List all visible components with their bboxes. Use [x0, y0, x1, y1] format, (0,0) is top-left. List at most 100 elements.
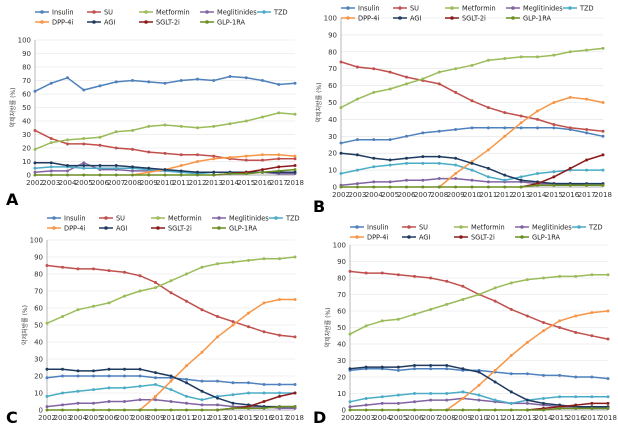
- data-point: [154, 394, 157, 398]
- x-tick-label: 2012: [502, 414, 520, 422]
- data-point: [154, 398, 157, 402]
- y-tick-label: 0: [27, 172, 31, 180]
- data-point: [601, 168, 605, 172]
- data-point: [509, 354, 513, 358]
- x-tick-label: 2014: [529, 191, 547, 199]
- data-point: [339, 141, 343, 145]
- data-point: [503, 111, 507, 115]
- data-point: [61, 367, 64, 371]
- data-point: [200, 350, 204, 354]
- data-point: [154, 371, 157, 375]
- data-point: [421, 185, 425, 189]
- series-line-metformin: [46, 256, 296, 324]
- data-point: [355, 153, 359, 157]
- y-tick-label: 30: [34, 356, 43, 364]
- data-point: [493, 368, 497, 372]
- data-point: [138, 398, 142, 402]
- data-point: [606, 377, 610, 381]
- data-point: [437, 70, 441, 74]
- data-point: [380, 365, 384, 369]
- data-point: [558, 395, 562, 399]
- data-point: [262, 330, 266, 334]
- data-point: [470, 63, 474, 67]
- data-point: [33, 173, 37, 177]
- data-point: [536, 117, 539, 121]
- legend-entry: GLP-1RA: [532, 233, 561, 241]
- data-point: [98, 173, 102, 177]
- x-tick-label: 2011: [479, 191, 497, 199]
- data-point: [552, 126, 556, 130]
- data-point: [519, 126, 523, 130]
- data-point: [262, 391, 266, 395]
- data-point: [76, 389, 80, 393]
- legend-entry: TZD: [285, 214, 300, 222]
- legend-swatch-marker: [355, 225, 359, 229]
- data-point: [244, 119, 248, 123]
- data-point: [585, 48, 589, 52]
- data-point: [216, 408, 219, 412]
- data-point: [169, 374, 173, 378]
- data-point: [169, 388, 173, 392]
- data-point: [364, 408, 368, 412]
- data-point: [454, 177, 458, 181]
- data-point: [66, 173, 69, 177]
- data-point: [169, 279, 173, 283]
- data-point: [293, 255, 297, 259]
- x-tick-label: 2010: [156, 179, 174, 187]
- data-point: [114, 173, 118, 177]
- data-point: [405, 75, 408, 79]
- data-point: [437, 161, 441, 165]
- data-point: [185, 381, 188, 385]
- legend-entry: DPP-4i: [367, 233, 388, 241]
- x-tick-label: 2008: [131, 414, 149, 422]
- data-point: [261, 168, 264, 172]
- data-point: [154, 383, 157, 386]
- data-point: [196, 77, 199, 81]
- data-point: [98, 164, 102, 168]
- data-point: [138, 367, 142, 371]
- data-point: [277, 157, 281, 161]
- panel-label: C: [6, 408, 18, 427]
- data-point: [421, 178, 425, 182]
- data-point: [477, 398, 481, 402]
- y-tick-label: 60: [22, 91, 31, 99]
- data-point: [163, 123, 167, 127]
- chart-panel-a: 0102030405060708090100200220032004200520…: [6, 8, 304, 209]
- legend-swatch-marker: [450, 6, 454, 10]
- data-point: [396, 408, 400, 412]
- legend-swatch-marker: [52, 226, 56, 230]
- y-tick-label: 80: [22, 64, 31, 72]
- legend-entry: SU: [104, 8, 113, 16]
- y-tick-label: 100: [30, 237, 43, 245]
- data-point: [61, 391, 64, 395]
- data-point: [568, 183, 572, 187]
- data-point: [212, 170, 216, 174]
- y-tick-label: 40: [22, 118, 31, 126]
- data-point: [388, 185, 392, 189]
- data-point: [601, 153, 605, 157]
- x-tick-label: 2018: [286, 179, 304, 187]
- data-point: [231, 393, 235, 397]
- data-point: [61, 315, 64, 318]
- data-point: [123, 374, 126, 378]
- data-point: [278, 333, 281, 337]
- data-point: [355, 182, 359, 186]
- x-tick-label: 2018: [599, 414, 617, 422]
- data-point: [493, 299, 497, 303]
- data-point: [107, 269, 111, 273]
- data-point: [413, 392, 416, 395]
- x-tick-label: 2002: [26, 179, 44, 187]
- data-point: [542, 276, 545, 280]
- data-point: [477, 293, 481, 296]
- data-point: [247, 391, 250, 395]
- data-point: [574, 395, 578, 399]
- data-point: [244, 158, 248, 162]
- x-tick-label: 2011: [172, 179, 190, 187]
- data-point: [405, 134, 408, 138]
- legend-entry: Metformin: [462, 4, 496, 12]
- data-point: [606, 395, 610, 399]
- data-point: [606, 273, 610, 277]
- data-point: [66, 76, 69, 80]
- data-point: [348, 408, 352, 412]
- data-point: [445, 363, 449, 367]
